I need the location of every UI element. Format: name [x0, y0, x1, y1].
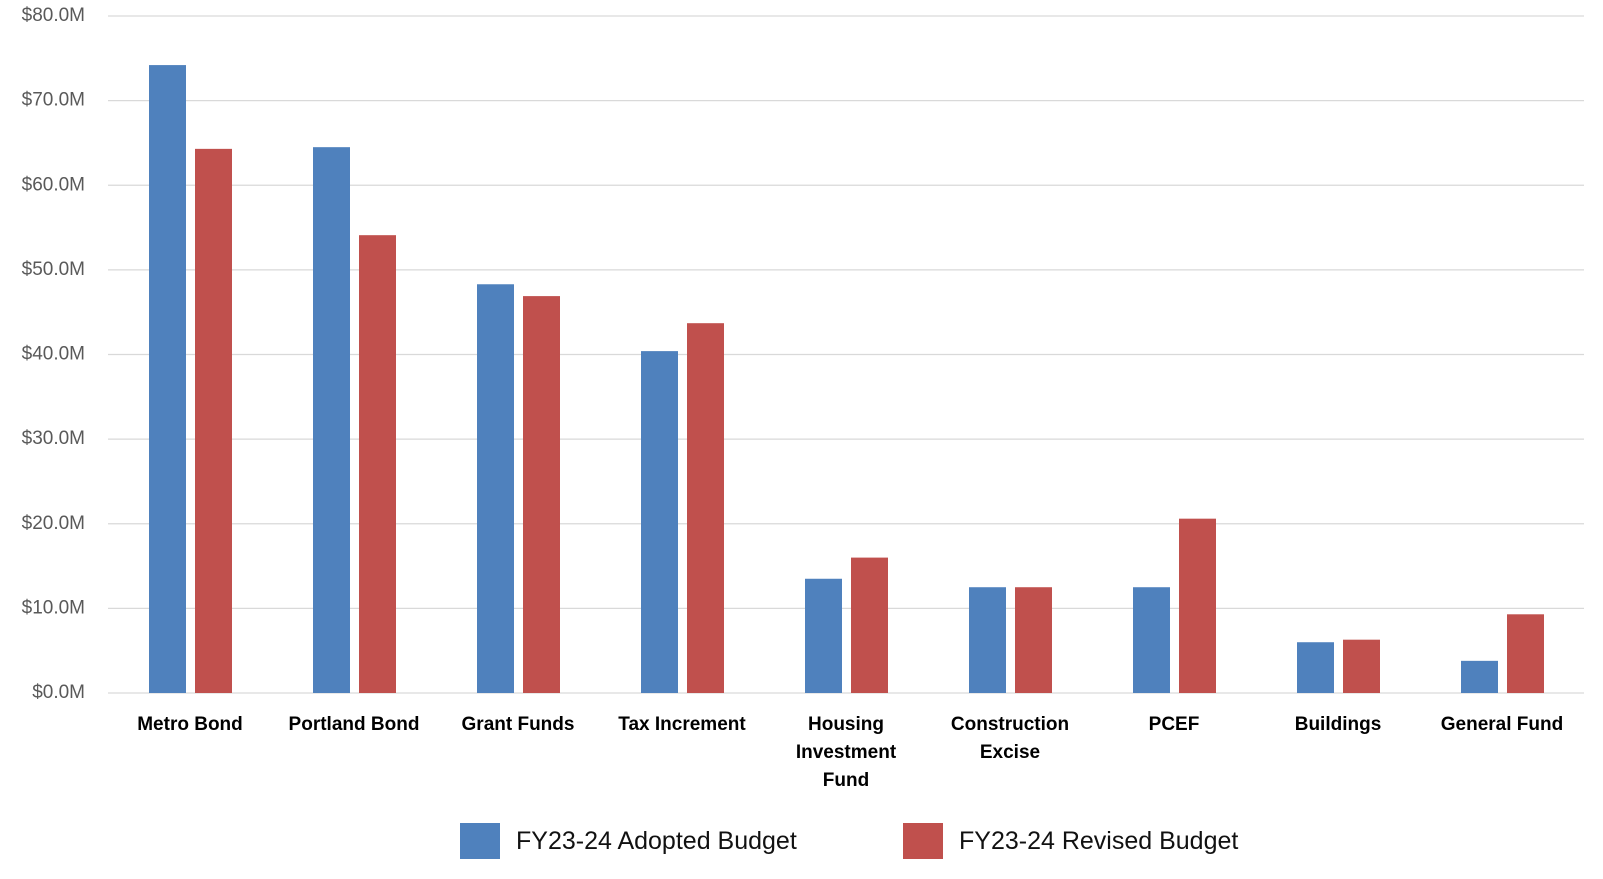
- y-tick-label: $70.0M: [22, 90, 85, 111]
- bar: [313, 147, 350, 693]
- bar: [477, 284, 514, 693]
- y-tick-label: $30.0M: [22, 428, 85, 449]
- x-tick-label: Metro Bond: [137, 714, 243, 735]
- bar: [1297, 642, 1334, 693]
- x-tick-label: PCEF: [1148, 714, 1200, 735]
- bar: [359, 235, 396, 693]
- legend-label: FY23-24 Revised Budget: [959, 826, 1239, 855]
- y-tick-label: $0.0M: [32, 682, 85, 703]
- bar: [969, 587, 1006, 693]
- bar: [1343, 639, 1380, 693]
- x-tick-label: Tax Increment: [618, 714, 746, 735]
- x-tick-label: General Fund: [1440, 714, 1564, 735]
- bar: [195, 148, 232, 693]
- bar: [523, 296, 560, 693]
- legend-swatch: [460, 823, 500, 859]
- legend-swatch: [903, 823, 943, 859]
- bar: [149, 65, 186, 693]
- y-tick-label: $60.0M: [22, 174, 85, 195]
- bar: [805, 578, 842, 693]
- x-tick-label: Buildings: [1294, 714, 1382, 735]
- bar: [641, 351, 678, 693]
- bar: [1015, 587, 1052, 693]
- y-tick-label: $50.0M: [22, 259, 85, 280]
- legend-item: FY23-24 Adopted Budget: [460, 822, 797, 860]
- bar: [1461, 660, 1498, 693]
- x-tick-label: Housing Investment Fund: [795, 714, 897, 791]
- x-tick-label: Construction Excise: [950, 714, 1070, 763]
- y-tick-label: $10.0M: [22, 597, 85, 618]
- legend-item: FY23-24 Revised Budget: [903, 822, 1238, 860]
- bar: [851, 557, 888, 693]
- y-tick-label: $20.0M: [22, 513, 85, 534]
- y-tick-label: $80.0M: [22, 5, 85, 26]
- legend-label: FY23-24 Adopted Budget: [516, 826, 797, 855]
- x-tick-label: Grant Funds: [461, 714, 575, 735]
- y-tick-label: $40.0M: [22, 344, 85, 365]
- x-tick-label: Portland Bond: [288, 714, 420, 735]
- bar: [1133, 587, 1170, 693]
- bar: [1507, 614, 1544, 693]
- bar: [1179, 518, 1216, 693]
- bar: [687, 323, 724, 693]
